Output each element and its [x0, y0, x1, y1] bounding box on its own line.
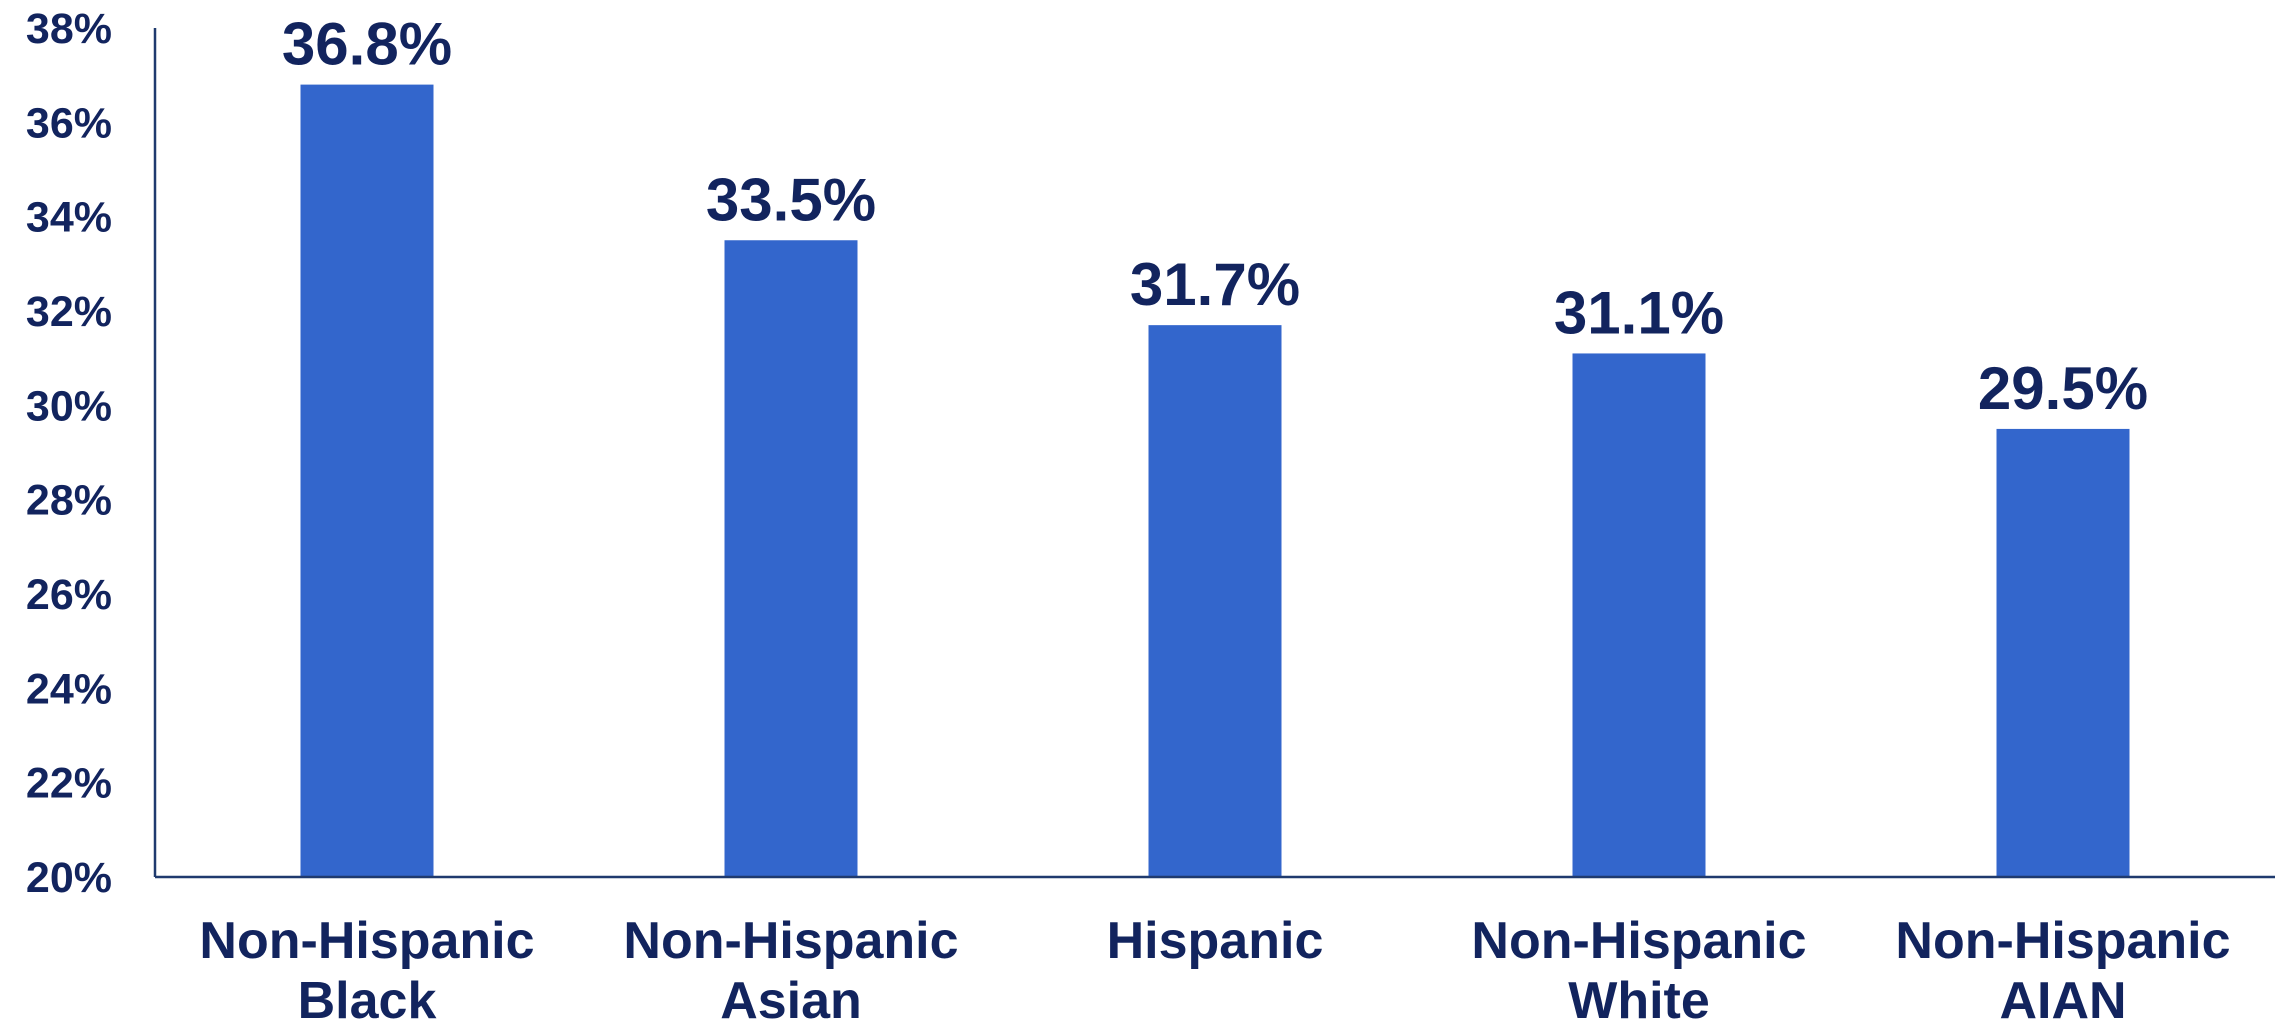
x-tick-label: Non-Hispanic	[623, 912, 958, 970]
x-tick-label: Black	[298, 972, 437, 1024]
y-tick-label: 24%	[26, 665, 112, 713]
x-tick-label: Non-Hispanic	[1471, 912, 1806, 970]
y-tick-label: 26%	[26, 571, 112, 619]
bar	[724, 240, 858, 877]
bar	[1996, 428, 2130, 877]
data-label: 33.5%	[706, 166, 876, 233]
y-tick-label: 20%	[26, 854, 112, 902]
x-tick-label: Non-Hispanic	[1895, 912, 2230, 970]
y-tick-label: 36%	[26, 99, 112, 147]
x-tick-label: AIAN	[1999, 972, 2126, 1024]
y-tick-label: 22%	[26, 760, 112, 808]
y-tick-label: 28%	[26, 477, 112, 525]
x-tick-label: Asian	[720, 972, 862, 1024]
data-label: 29.5%	[1978, 355, 2148, 422]
bar	[1572, 353, 1706, 877]
y-tick-label: 32%	[26, 288, 112, 336]
bar	[300, 84, 434, 878]
y-tick-label: 38%	[26, 5, 112, 53]
x-tick-label: White	[1568, 972, 1710, 1024]
y-tick-label: 30%	[26, 382, 112, 430]
bar	[1148, 325, 1282, 877]
y-tick-label: 34%	[26, 194, 112, 242]
data-label: 36.8%	[282, 11, 452, 78]
x-tick-label: Hispanic	[1107, 912, 1324, 970]
bars	[300, 84, 2130, 878]
data-label: 31.1%	[1554, 279, 1724, 346]
data-label: 31.7%	[1130, 251, 1300, 318]
data-labels: 36.8% 33.5% 31.7% 31.1% 29.5%	[282, 11, 2148, 422]
y-axis-tick-labels: 20% 22% 24% 26% 28% 30% 32% 34% 36% 38%	[26, 5, 112, 902]
x-tick-label: Non-Hispanic	[199, 912, 534, 970]
x-axis-tick-labels: Non-HispanicBlackNon-HispanicAsianHispan…	[199, 912, 2230, 1029]
